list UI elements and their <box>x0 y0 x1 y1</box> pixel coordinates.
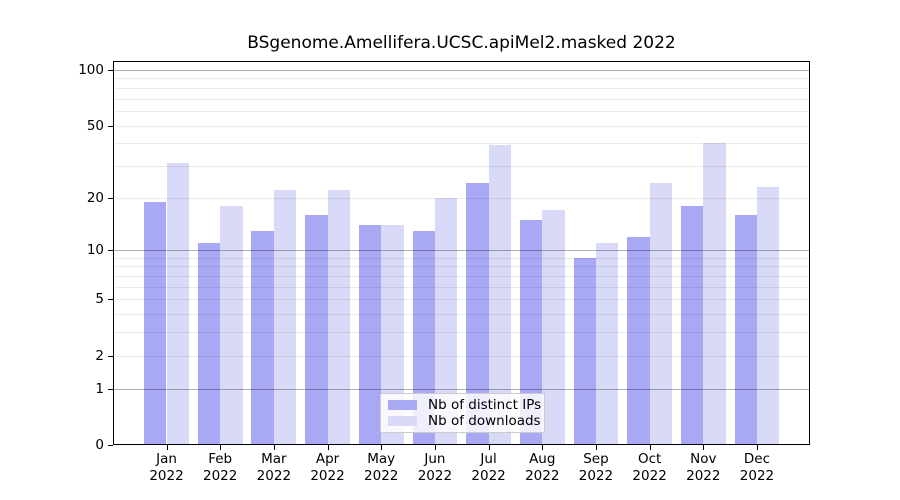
x-tick-oct <box>649 445 651 450</box>
bar-downloads-apr <box>327 190 350 445</box>
gridline-2 <box>113 355 810 357</box>
y-tick-label-50: 50 <box>86 117 104 134</box>
y-tick-label-100: 100 <box>78 61 104 78</box>
bar-distinct-ips-mar <box>251 230 274 445</box>
y-tick-5 <box>108 299 113 301</box>
y-tick-50 <box>108 125 113 127</box>
x-tick-label-dec: Dec 2022 <box>739 451 775 484</box>
y-tick-label-20: 20 <box>86 189 104 206</box>
x-tick-may <box>381 445 383 450</box>
bar-distinct-ips-nov <box>680 205 704 445</box>
bar-downloads-jun <box>434 197 458 445</box>
legend-label-downloads: Nb of downloads <box>428 413 541 430</box>
bar-distinct-ips-feb <box>197 243 221 445</box>
x-tick-label-sep: Sep 2022 <box>578 451 614 484</box>
gridline-40 <box>113 143 810 145</box>
y-tick-label-0: 0 <box>95 437 104 453</box>
bar-downloads-nov <box>703 143 726 445</box>
y-tick-1 <box>108 388 113 390</box>
bar-distinct-ips-jul <box>466 183 489 445</box>
gridline-70 <box>113 98 810 100</box>
y-tick-label-5: 5 <box>95 291 104 308</box>
legend: Nb of distinct IPs Nb of downloads <box>380 393 545 433</box>
x-tick-label-mar: Mar 2022 <box>256 451 292 484</box>
x-tick-apr <box>327 445 329 450</box>
gridline-100 <box>113 69 810 71</box>
gridline-60 <box>113 110 810 112</box>
gridline-4 <box>113 314 810 316</box>
bar-distinct-ips-jun <box>412 230 435 445</box>
legend-swatch-distinct-ips <box>388 399 417 410</box>
y-tick-0 <box>108 445 113 446</box>
x-tick-feb <box>220 445 222 450</box>
x-tick-label-feb: Feb 2022 <box>202 451 238 484</box>
gridline-9 <box>113 257 810 259</box>
bar-distinct-ips-dec <box>734 214 757 445</box>
bar-distinct-ips-jan <box>144 201 167 445</box>
x-tick-jan <box>166 445 168 450</box>
bar-downloads-mar <box>273 190 297 445</box>
bar-downloads-may <box>381 224 404 445</box>
gridline-10 <box>113 250 810 252</box>
x-tick-dec <box>756 445 758 450</box>
x-tick-jun <box>434 445 436 450</box>
legend-item-downloads: Nb of downloads <box>388 413 541 429</box>
gridline-5 <box>113 299 810 301</box>
y-tick-20 <box>108 197 113 199</box>
gridline-80 <box>113 87 810 89</box>
x-tick-label-oct: Oct 2022 <box>632 451 667 484</box>
bar-downloads-dec <box>756 186 780 445</box>
legend-swatch-downloads <box>388 416 417 427</box>
bar-distinct-ips-sep <box>573 257 596 445</box>
x-tick-aug <box>542 445 544 450</box>
y-tick-label-10: 10 <box>86 242 104 259</box>
bar-downloads-jan <box>166 163 189 445</box>
y-tick-2 <box>108 355 113 357</box>
x-tick-label-jun: Jun 2022 <box>417 451 453 484</box>
x-tick-sep <box>595 445 597 450</box>
gridline-50 <box>113 125 810 127</box>
legend-item-distinct-ips: Nb of distinct IPs <box>388 397 541 413</box>
gridline-7 <box>113 276 810 278</box>
x-tick-jul <box>488 445 490 450</box>
bar-distinct-ips-apr <box>305 214 328 445</box>
gridline-6 <box>113 286 810 288</box>
x-tick-mar <box>273 445 275 450</box>
gridline-1 <box>113 388 810 390</box>
bar-distinct-ips-oct <box>627 236 650 445</box>
gridline-3 <box>113 332 810 334</box>
bar-distinct-ips-aug <box>519 219 543 445</box>
bar-downloads-jul <box>488 145 511 445</box>
x-tick-label-nov: Nov 2022 <box>686 451 721 484</box>
y-tick-10 <box>108 250 113 252</box>
bar-downloads-oct <box>649 183 672 445</box>
bar-downloads-sep <box>595 243 619 445</box>
chart-title: BSgenome.Amellifera.UCSC.apiMel2.masked … <box>247 33 676 53</box>
bar-distinct-ips-may <box>358 224 382 445</box>
x-tick-label-apr: Apr 2022 <box>310 451 345 484</box>
x-tick-label-jan: Jan 2022 <box>149 451 184 484</box>
legend-label-distinct-ips: Nb of distinct IPs <box>428 396 542 413</box>
x-tick-label-jul: Jul 2022 <box>471 451 506 484</box>
gridline-90 <box>113 78 810 80</box>
y-tick-label-2: 2 <box>95 347 104 364</box>
gridline-30 <box>113 165 810 167</box>
x-tick-nov <box>703 445 705 450</box>
x-tick-label-may: May 2022 <box>364 451 399 484</box>
y-tick-label-1: 1 <box>95 380 104 397</box>
gridline-20 <box>113 197 810 199</box>
y-tick-100 <box>108 69 113 71</box>
gridline-8 <box>113 266 810 268</box>
bar-downloads-feb <box>220 205 243 445</box>
x-tick-label-aug: Aug 2022 <box>525 451 560 484</box>
bar-downloads-aug <box>542 210 565 445</box>
